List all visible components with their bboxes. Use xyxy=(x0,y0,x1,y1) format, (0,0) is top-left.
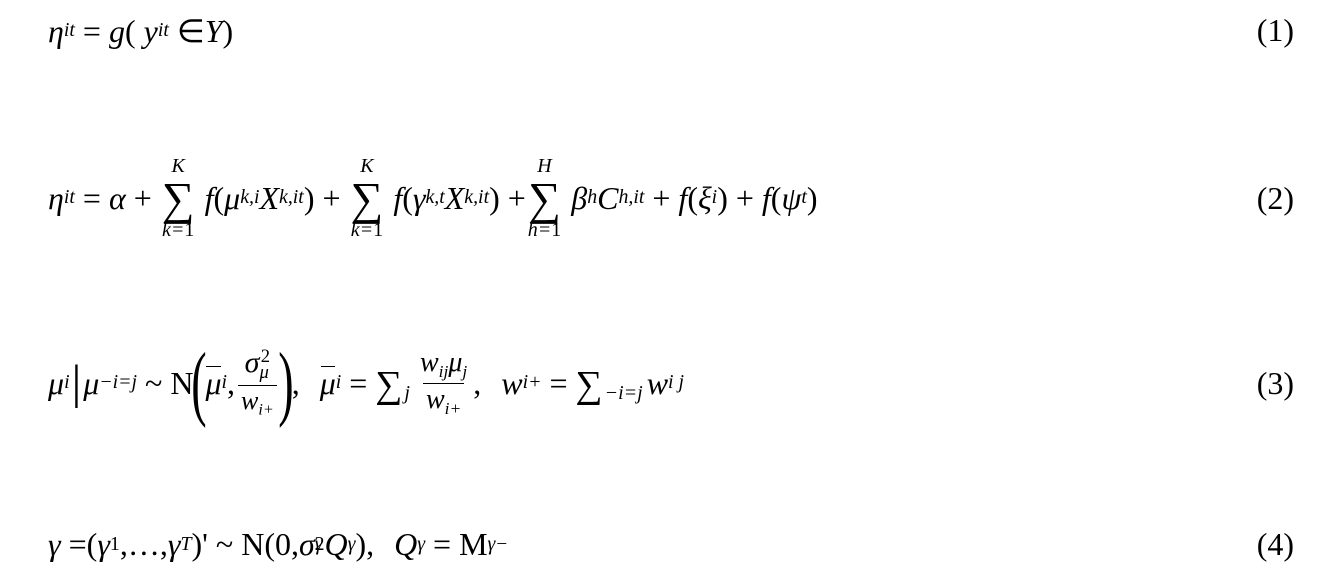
fraction-mubar: wijμj wi+ xyxy=(417,349,470,417)
equation-3-body: μi | μ−i=j ~ N ( μi, σμ2 wi+ ) , μi = ∑j… xyxy=(48,348,684,419)
equation-4: γ = (γ1,…,γT)' ~ N(0, σγ2Qγ ) , Qγ = Mγ−… xyxy=(48,526,1294,563)
sum-2: K∑k=1 xyxy=(351,156,384,240)
equation-1-body: ηit = g( yit ∈ Y ) xyxy=(48,15,233,47)
equation-3-label: (3) xyxy=(1257,365,1294,402)
equation-2-body: ηit = α + K∑k=1 f( μk,i Xk,it ) + K∑k=1 … xyxy=(48,156,817,240)
sum-3: H∑h=1 xyxy=(528,156,562,240)
equation-1: ηit = g( yit ∈ Y ) (1) xyxy=(48,12,1294,49)
equation-2: ηit = α + K∑k=1 f( μk,i Xk,it ) + K∑k=1 … xyxy=(48,156,1294,240)
equation-3: μi | μ−i=j ~ N ( μi, σμ2 wi+ ) , μi = ∑j… xyxy=(48,348,1294,419)
equation-4-body: γ = (γ1,…,γT)' ~ N(0, σγ2Qγ ) , Qγ = Mγ− xyxy=(48,528,507,560)
equation-2-label: (2) xyxy=(1257,180,1294,217)
sum-1: K∑k=1 xyxy=(162,156,195,240)
fraction-variance: σμ2 wi+ xyxy=(238,348,277,419)
equation-1-label: (1) xyxy=(1257,12,1294,49)
equation-4-label: (4) xyxy=(1257,526,1294,563)
